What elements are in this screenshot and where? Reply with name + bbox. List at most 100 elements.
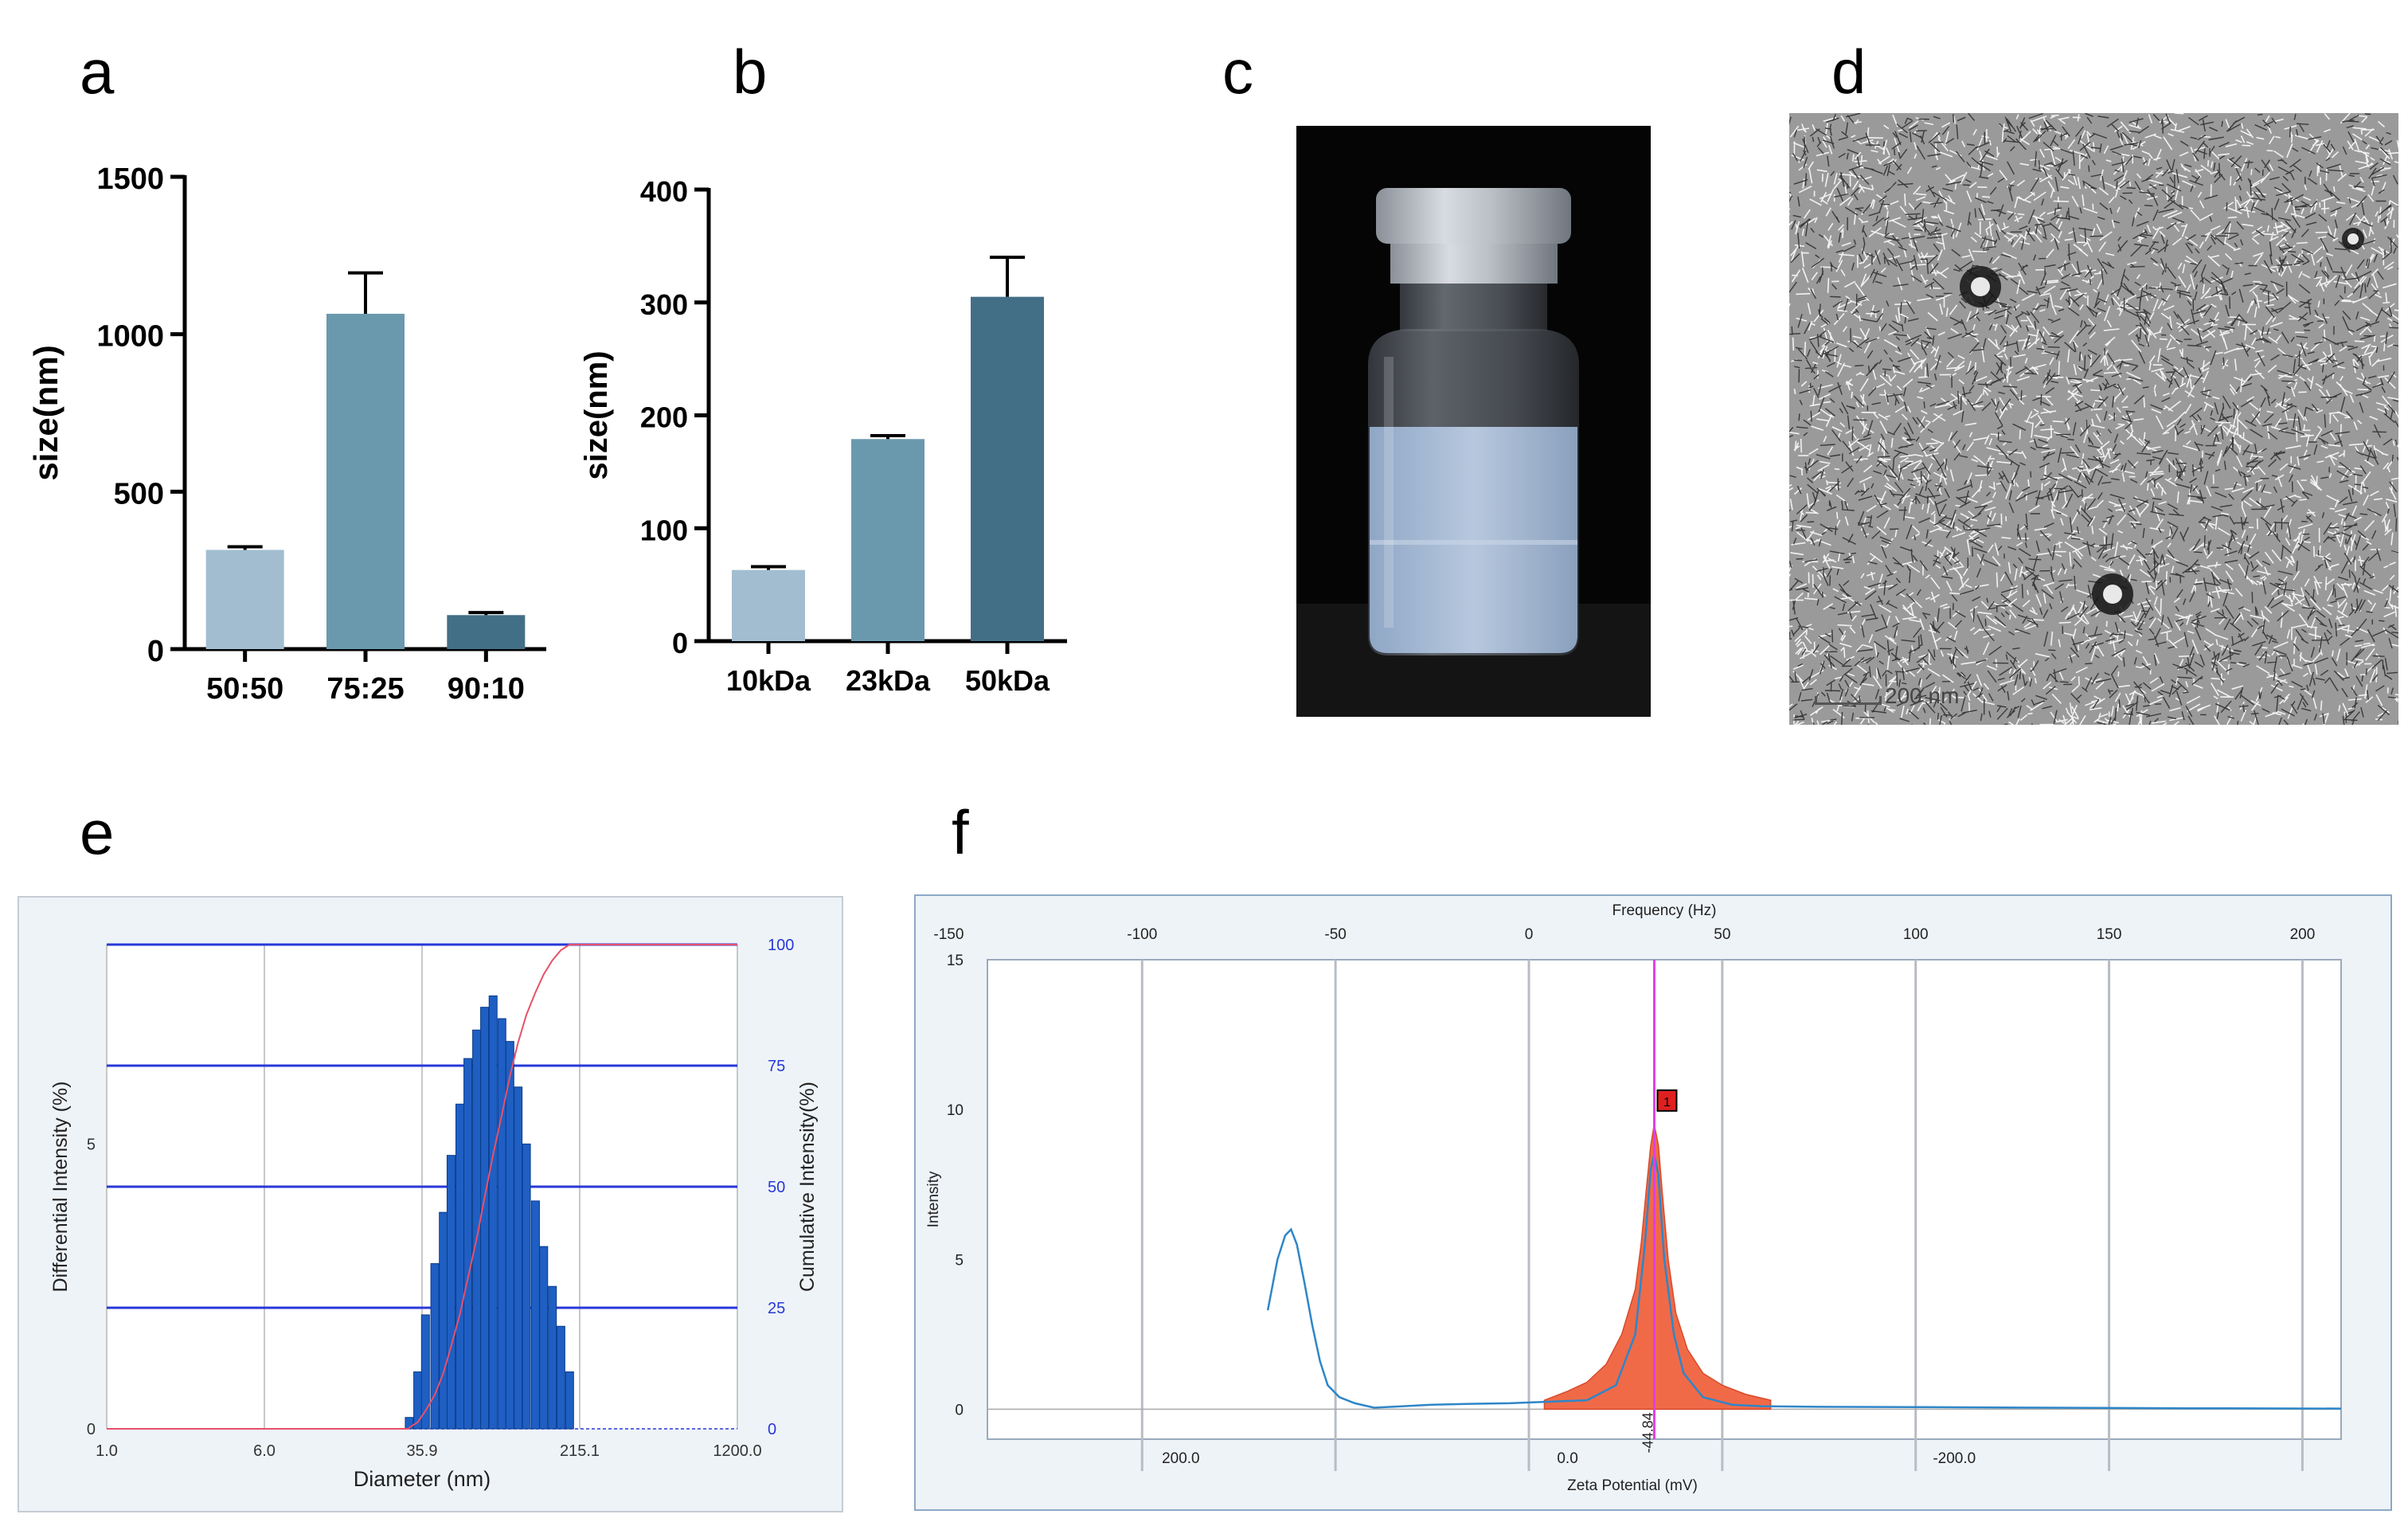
- nanoparticle: [1971, 277, 1990, 296]
- chart-b-size-by-molecular-weight: 0 100 200 300 400 10kDa 23kDa 50kDa size(nm): [579, 175, 1067, 697]
- x-tick-label: 1200.0: [713, 1442, 761, 1460]
- x-tick-label: 35.9: [407, 1442, 438, 1460]
- histogram-bar: [488, 995, 498, 1430]
- top-axis-label: Frequency (Hz): [1612, 902, 1717, 919]
- histogram-bar: [455, 1103, 465, 1430]
- top-tick-label: 50: [1714, 926, 1730, 943]
- x-tick-label: 215.1: [560, 1442, 600, 1460]
- bar-90:10: [447, 615, 526, 649]
- y2-tick-label: 75: [768, 1058, 785, 1075]
- y-tick-label: 15: [947, 953, 964, 969]
- y-axis-label: Differential Intensity (%): [49, 1082, 72, 1293]
- y2-tick-label: 0: [768, 1421, 776, 1438]
- y2-tick-label: 100: [768, 937, 794, 954]
- y-tick-label: 0: [955, 1402, 964, 1418]
- top-tick-label: -50: [1324, 926, 1346, 943]
- cumulative-curve: [107, 944, 737, 1430]
- tem-texture-light: [1789, 113, 2398, 725]
- y-tick-label: 0: [672, 627, 688, 659]
- top-tick-label: -150: [933, 926, 964, 943]
- x-tick-label: 1.0: [96, 1442, 118, 1460]
- x-tick-label: 0.0: [1557, 1450, 1577, 1467]
- histogram-bar: [446, 1155, 455, 1430]
- peak-value-label: -44.84: [1640, 1412, 1656, 1453]
- y2-axis-label: Cumulative Intensity(%): [796, 1082, 819, 1292]
- chart-f-frame: -150-100-50050100150200250Frequency (Hz)…: [914, 894, 2392, 1511]
- panel-label-c: c: [1222, 37, 1253, 107]
- x-tick-label: 10kDa: [726, 664, 811, 697]
- y-tick-label: 200: [640, 401, 688, 434]
- histogram-bar: [565, 1371, 574, 1430]
- x-axis-label: Zeta Potential (mV): [1567, 1477, 1698, 1494]
- x-tick-label: 23kDa: [846, 664, 931, 697]
- bar-23kDa: [851, 439, 924, 641]
- y-axis-label: Intensity: [925, 1171, 942, 1227]
- histogram-bar: [480, 1007, 490, 1430]
- histogram-bar: [420, 1314, 430, 1430]
- y-tick-label: 400: [640, 175, 688, 208]
- vial-photo: [1296, 126, 1651, 717]
- chart-a-size-by-ratio: 0 500 1000 1500 50:50 75:25 90:10 size(nm): [27, 162, 546, 706]
- tem-texture-dark: [1789, 113, 2398, 725]
- histogram-bar: [556, 1325, 565, 1430]
- zeta-curve: [1266, 1154, 2342, 1410]
- peak-marker-number: 1: [1663, 1096, 1671, 1109]
- histogram-bar: [548, 1285, 557, 1430]
- x-tick-label: 50kDa: [965, 664, 1050, 697]
- histogram-bar: [539, 1246, 549, 1430]
- nanoparticle: [2347, 233, 2359, 245]
- histogram-bar: [497, 1018, 506, 1430]
- top-tick-label: 150: [2097, 926, 2122, 943]
- y-tick-label: 300: [640, 288, 688, 321]
- chart-e-frame: 1.0 6.0 35.9 215.1 1200.0 0 25 50 75 100 0 5 Diamete…: [18, 896, 843, 1512]
- histogram-bar: [530, 1200, 540, 1430]
- y-tick-label: 500: [114, 477, 164, 511]
- bar-50kDa: [971, 296, 1044, 641]
- y-tick-label: 1000: [96, 320, 164, 354]
- histogram-bar: [430, 1263, 440, 1430]
- panel-label-d: d: [1831, 37, 1867, 107]
- histogram-bar: [463, 1058, 473, 1430]
- y-tick-label: 5: [955, 1252, 964, 1269]
- histogram-bar: [472, 1029, 482, 1430]
- y2-tick-label: 25: [768, 1300, 785, 1317]
- zeta-peak-area: [1543, 1124, 1772, 1410]
- x-tick-label: 6.0: [253, 1442, 276, 1460]
- top-tick-label: 100: [1903, 926, 1929, 943]
- chart-f-zeta-potential: -150-100-50050100150200250Frequency (Hz)…: [925, 902, 2342, 1494]
- panel-label-e: e: [80, 797, 115, 867]
- histogram-bar: [413, 1371, 423, 1430]
- y-tick-label: 100: [640, 514, 688, 546]
- histogram-bar: [439, 1211, 448, 1430]
- histogram-bar: [522, 1143, 531, 1430]
- bar-75:25: [326, 313, 405, 649]
- panel-label-b: b: [733, 37, 768, 107]
- histogram-bar: [505, 1041, 514, 1430]
- x-axis-label: Diameter (nm): [354, 1467, 491, 1491]
- top-tick-label: -100: [1127, 926, 1157, 943]
- x-tick-label: 200.0: [1162, 1450, 1200, 1467]
- nanoparticle: [2103, 585, 2122, 604]
- y2-tick-label: 50: [768, 1179, 785, 1196]
- top-tick-label: 200: [2290, 926, 2316, 943]
- chart-e-size-distribution: 1.0 6.0 35.9 215.1 1200.0 0 25 50 75 100 0 5 Diamete…: [49, 937, 819, 1491]
- panel-label-a: a: [80, 37, 115, 107]
- bar-10kDa: [732, 569, 805, 641]
- x-tick-label: -200.0: [1933, 1450, 1976, 1467]
- peak-marker-box: [1656, 1089, 1678, 1112]
- y-axis-label: size(nm): [579, 350, 614, 479]
- y-tick-label: 0: [87, 1421, 96, 1438]
- histogram-bar: [514, 1086, 523, 1430]
- y-tick-label: 10: [947, 1102, 964, 1119]
- bar-50:50: [205, 550, 284, 649]
- x-tick-label: 75:25: [326, 672, 404, 706]
- tem-micrograph: 200 nm: [1789, 113, 2398, 725]
- x-tick-label: 50:50: [206, 672, 283, 706]
- y-tick-label: 5: [87, 1136, 96, 1153]
- scale-bar-label: 200 nm: [1885, 683, 1960, 708]
- y-tick-label: 1500: [96, 162, 164, 196]
- y-axis-label: size(nm): [27, 345, 64, 480]
- panel-label-f: f: [952, 797, 969, 867]
- x-tick-label: 90:10: [448, 672, 525, 706]
- y-tick-label: 0: [147, 635, 164, 668]
